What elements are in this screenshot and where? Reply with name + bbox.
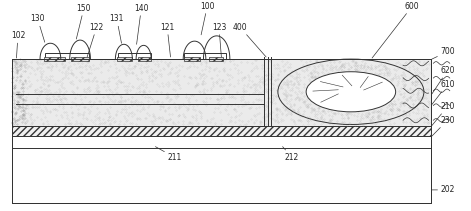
Bar xyxy=(12,136,431,148)
Text: 202: 202 xyxy=(432,185,455,194)
Text: 150: 150 xyxy=(76,4,91,39)
Text: 100: 100 xyxy=(200,2,214,35)
Text: 700: 700 xyxy=(432,47,455,59)
Text: 211: 211 xyxy=(155,147,181,162)
Text: 140: 140 xyxy=(134,4,148,44)
Bar xyxy=(71,57,89,61)
Text: 230: 230 xyxy=(432,116,455,136)
Bar xyxy=(12,148,431,203)
Bar xyxy=(12,59,431,203)
Text: 212: 212 xyxy=(283,147,299,162)
Text: 130: 130 xyxy=(31,15,45,42)
Text: 122: 122 xyxy=(87,23,104,57)
Bar xyxy=(184,57,200,61)
Text: 131: 131 xyxy=(110,15,124,43)
Text: 600: 600 xyxy=(372,2,420,58)
Bar xyxy=(12,126,431,136)
Circle shape xyxy=(306,72,396,112)
Bar xyxy=(118,53,151,59)
Text: 121: 121 xyxy=(160,23,174,57)
Text: 400: 400 xyxy=(233,23,266,57)
Text: 620: 620 xyxy=(432,66,455,94)
Bar xyxy=(117,57,132,61)
Text: 610: 610 xyxy=(432,80,455,104)
Bar xyxy=(209,57,223,61)
Text: 102: 102 xyxy=(11,31,25,58)
Text: 210: 210 xyxy=(432,102,455,126)
Text: 123: 123 xyxy=(212,23,226,57)
Bar xyxy=(138,57,151,61)
Bar xyxy=(45,53,89,59)
Bar xyxy=(44,57,65,61)
Circle shape xyxy=(278,59,424,124)
Bar xyxy=(184,53,226,59)
Bar xyxy=(12,59,431,126)
